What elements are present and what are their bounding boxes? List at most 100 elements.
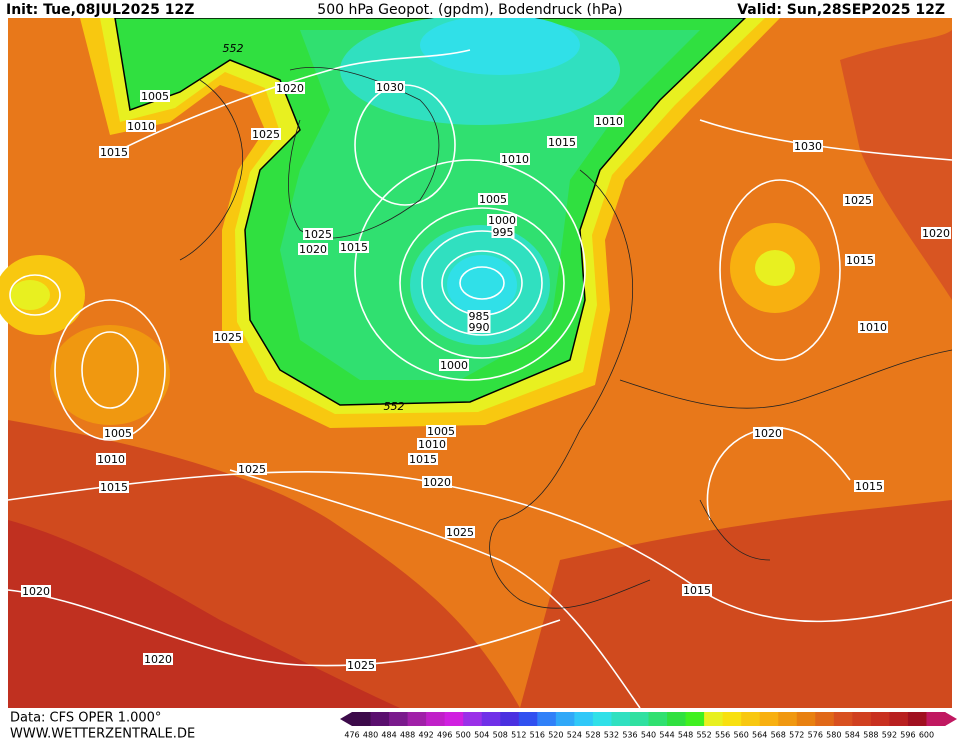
- scale-label: 476: [344, 731, 359, 740]
- warm-blob: [755, 250, 795, 286]
- isobar-label: 1025: [214, 331, 242, 344]
- scale-label: 564: [752, 731, 767, 740]
- scale-label: 544: [659, 731, 674, 740]
- valid-time: Valid: Sun,28SEP2025 12Z: [737, 2, 945, 18]
- color-scale: 476 480 484 488 492 496 500 504 508 512 516 520 524 5…: [340, 712, 957, 740]
- isobar-label: 1015: [100, 481, 128, 494]
- scale-label: 580: [826, 731, 841, 740]
- isobars: [7, 49, 953, 709]
- isobar-label-bg: [854, 480, 884, 492]
- isobar-label: 1015: [846, 254, 874, 267]
- isobar-label: 1020: [22, 585, 50, 598]
- scale-swatch: [389, 712, 409, 726]
- scale-label: 596: [900, 731, 915, 740]
- header-bg: [0, 0, 959, 18]
- isobar-label-bg: [682, 584, 712, 596]
- isobar-label-bg: [439, 359, 469, 371]
- scale-swatch: [611, 712, 631, 726]
- isobar-label: 1030: [376, 81, 404, 94]
- scale-swatch: [537, 712, 557, 726]
- isobar-label: 990: [469, 321, 490, 334]
- isobar-label: 1025: [347, 659, 375, 672]
- scale-label: 588: [863, 731, 878, 740]
- warm-blob: [50, 325, 170, 425]
- scale-label: 572: [789, 731, 804, 740]
- isobar-label-bg: [547, 136, 577, 148]
- scale-swatch: [741, 712, 761, 726]
- isobar-label-bg: [408, 453, 438, 465]
- warm-blob: [10, 280, 50, 310]
- scale-swatch: [444, 712, 464, 726]
- isobar-label-bg: [422, 476, 452, 488]
- isobar-label-bg: [375, 81, 405, 93]
- scale-swatch: [629, 712, 649, 726]
- isobar-label: 1025: [304, 228, 332, 241]
- isobar-label: 1025: [252, 128, 280, 141]
- isobar-label-bg: [467, 310, 491, 322]
- isobar-label-bg: [478, 193, 508, 205]
- isobar-label-bg: [843, 194, 873, 206]
- scale-arrow-right: [945, 712, 957, 726]
- scale-swatch: [926, 712, 946, 726]
- isobar-label-bg: [275, 82, 305, 94]
- init-time: Init: Tue,08JUL2025 12Z: [6, 2, 194, 18]
- scale-label: 504: [474, 731, 489, 740]
- scale-label: 520: [548, 731, 563, 740]
- scale-swatch: [463, 712, 483, 726]
- scale-label: 536: [622, 731, 637, 740]
- isobar-label-bg: [96, 453, 126, 465]
- scale-swatch: [370, 712, 390, 726]
- scale-swatch: [815, 712, 835, 726]
- scale-swatch: [907, 712, 927, 726]
- scale-swatch: [722, 712, 742, 726]
- scale-label: 528: [585, 731, 600, 740]
- scale-label: 524: [567, 731, 582, 740]
- isobar-label: 1010: [418, 438, 446, 451]
- isobar-label-bg: [793, 140, 823, 152]
- warm-core: [8, 520, 400, 708]
- scale-label: 492: [418, 731, 433, 740]
- scale-swatch: [667, 712, 687, 726]
- isobar-label-bg: [845, 254, 875, 266]
- scale-label: 488: [400, 731, 415, 740]
- isobar-label-bg: [426, 425, 456, 437]
- scale-swatch: [852, 712, 872, 726]
- isobar-label-bg: [140, 90, 170, 102]
- scale-label: 568: [771, 731, 786, 740]
- scale-swatch: [352, 712, 372, 726]
- scale-swatch: [685, 712, 705, 726]
- scale-swatch: [481, 712, 501, 726]
- isobar-label: 1000: [440, 359, 468, 372]
- isobar-label: 1025: [238, 463, 266, 476]
- scale-arrow-left: [340, 712, 352, 726]
- isobar-label: 1025: [446, 526, 474, 539]
- header: Init: Tue,08JUL2025 12Z 500 hPa Geopot. …: [0, 0, 959, 18]
- scale-swatch: [500, 712, 520, 726]
- isobar-label-bg: [143, 653, 173, 665]
- scale-label: 600: [919, 731, 934, 740]
- isobar-label-bg: [467, 321, 491, 333]
- scale-swatch: [870, 712, 890, 726]
- isobar-label: 1010: [859, 321, 887, 334]
- isobar-label: 1010: [595, 115, 623, 128]
- isobar-label: 1020: [423, 476, 451, 489]
- isobar-label: 1020: [299, 243, 327, 256]
- isobar-label-bg: [126, 120, 156, 132]
- isobar-label-bg: [921, 227, 951, 239]
- scale-label: 508: [493, 731, 508, 740]
- isobar-label-bg: [213, 331, 243, 343]
- isobar-label-bg: [753, 427, 783, 439]
- scale-swatch: [648, 712, 668, 726]
- scale-label: 532: [604, 731, 619, 740]
- scale-label: 484: [381, 731, 396, 740]
- isobar-label: 1005: [141, 90, 169, 103]
- isobar-label: 1015: [100, 146, 128, 159]
- isobar-label: 1020: [754, 427, 782, 440]
- isobar-label: 1025: [844, 194, 872, 207]
- isobar-label: 1005: [427, 425, 455, 438]
- isobar-label: 1005: [479, 193, 507, 206]
- scale-swatch: [704, 712, 724, 726]
- isobar-label: 1030: [794, 140, 822, 153]
- isobar-label-bg: [487, 214, 517, 226]
